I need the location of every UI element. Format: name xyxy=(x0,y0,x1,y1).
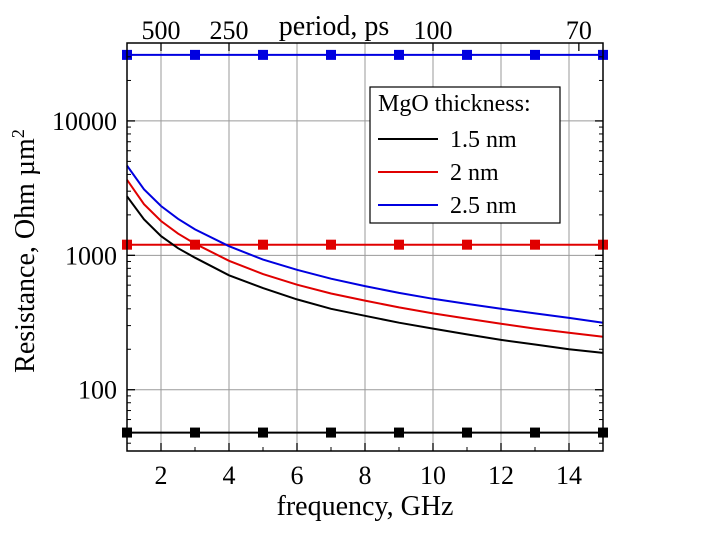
data-point xyxy=(190,427,200,438)
top-tick-label: 250 xyxy=(210,16,249,45)
data-point xyxy=(258,49,268,60)
series-2-nm-curve xyxy=(126,179,604,338)
x-tick-label: 8 xyxy=(359,461,372,490)
ticks: 2 4 6 8 10 12 14 100 1000 10000 500 250 100 70 xyxy=(52,16,604,490)
x-tick-label: 4 xyxy=(223,461,236,490)
top-tick-label: 70 xyxy=(566,16,592,45)
series-line xyxy=(126,165,604,324)
legend-label: 2.5 nm xyxy=(450,193,517,219)
series-1-5-nm-curve xyxy=(126,195,604,354)
y-axis-title-main: Resistance, Ohm µm xyxy=(10,138,41,373)
data-point xyxy=(190,49,200,60)
legend-box xyxy=(369,86,561,224)
top-tick-label: 100 xyxy=(414,16,453,45)
x-tick-label: 10 xyxy=(420,461,446,490)
legend: MgO thickness: 1.5 nm 2 nm 2.5 nm xyxy=(369,86,561,224)
data-point xyxy=(326,49,336,60)
data-point xyxy=(530,239,540,250)
x-tick-label: 6 xyxy=(291,461,304,490)
series-2-5-nm-curve xyxy=(126,165,604,324)
y-tick-label: 100 xyxy=(78,376,117,405)
data-point xyxy=(530,427,540,438)
data-point xyxy=(462,239,472,250)
y-axis-title: Resistance, Ohm µm2 xyxy=(8,129,41,373)
top-tick-label: 500 xyxy=(142,16,181,45)
y-tick-label: 1000 xyxy=(65,241,117,270)
legend-title: MgO thickness: xyxy=(378,91,531,117)
y-axis-title-superscript: 2 xyxy=(8,129,28,138)
data-point xyxy=(258,239,268,250)
data-point xyxy=(394,427,404,438)
x-tick-label: 2 xyxy=(155,461,168,490)
data-point xyxy=(462,49,472,60)
x-axis-title: frequency, GHz xyxy=(277,491,454,522)
data-point xyxy=(258,427,268,438)
top-axis-title: period, ps xyxy=(279,11,389,42)
data-point xyxy=(394,49,404,60)
data-point xyxy=(394,239,404,250)
legend-label: 1.5 nm xyxy=(450,127,517,153)
data-point xyxy=(326,427,336,438)
data-point xyxy=(326,239,336,250)
legend-label: 2 nm xyxy=(450,160,499,186)
x-tick-label: 12 xyxy=(488,461,514,490)
data-point xyxy=(530,49,540,60)
legend-entries: 1.5 nm 2 nm 2.5 nm xyxy=(378,127,517,219)
series-line xyxy=(126,195,604,354)
data-point xyxy=(462,427,472,438)
x-tick-label: 14 xyxy=(556,461,582,490)
y-tick-label: 10000 xyxy=(52,107,117,136)
series-line xyxy=(126,179,604,338)
